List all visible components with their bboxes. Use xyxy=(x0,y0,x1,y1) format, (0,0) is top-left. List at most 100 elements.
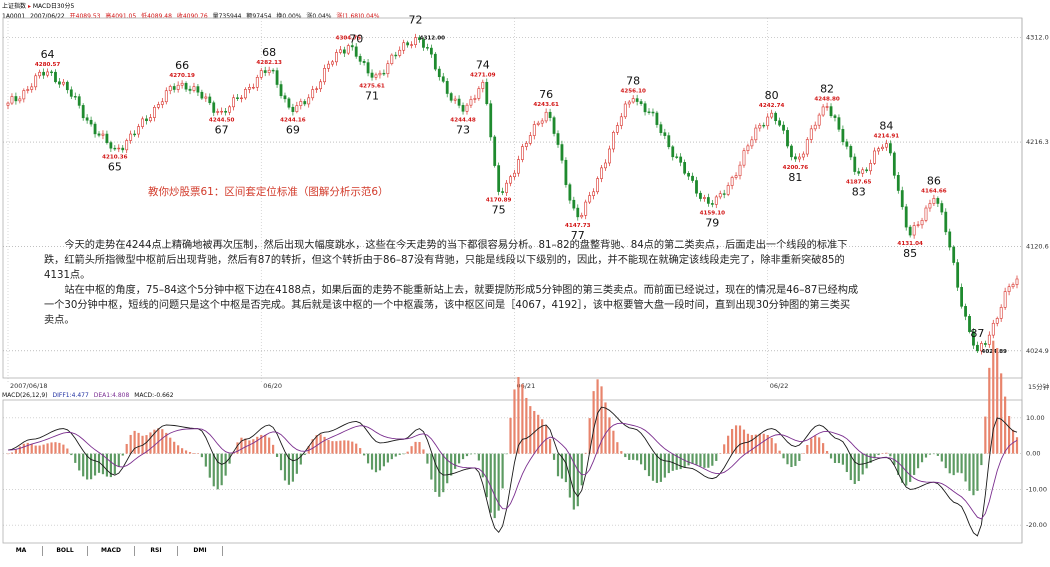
macd-histogram-bar xyxy=(794,453,797,466)
macd-histogram-bar xyxy=(699,453,702,467)
tab-macd[interactable]: MACD xyxy=(88,546,135,556)
volume-label: 量735944 xyxy=(212,13,242,20)
tab-ma[interactable]: MA xyxy=(0,546,43,556)
candle-bar xyxy=(259,70,263,78)
macd-histogram-bar xyxy=(734,425,738,454)
macd-tick-label: -10.00 xyxy=(1026,485,1047,493)
candle-bar xyxy=(323,68,326,83)
candle-bar xyxy=(979,343,983,352)
candle-bar xyxy=(58,81,61,85)
macd-histogram-bar xyxy=(810,438,813,454)
candle-bar xyxy=(54,71,57,83)
candle-bar xyxy=(908,226,912,236)
candle-bar xyxy=(995,318,999,324)
candle-bar xyxy=(497,165,501,192)
quote-line: 1A0001 2007/06/22 开4089.53 高4091.05 低408… xyxy=(2,11,383,20)
macd-histogram-bar xyxy=(889,453,892,457)
candle-bar xyxy=(366,62,370,74)
y-tick-label: 4312.0 xyxy=(1026,34,1049,42)
tab-rsi[interactable]: RSI xyxy=(135,546,178,556)
tab-boll[interactable]: BOLL xyxy=(43,546,88,556)
tab-dmi[interactable]: DMI xyxy=(178,546,223,556)
open-label: 开4089.53 xyxy=(69,13,101,20)
macd-histogram-bar xyxy=(782,453,785,459)
macd-name: MACD(26,12,9) xyxy=(2,392,48,399)
macd-histogram-bar xyxy=(6,453,10,455)
candle-bar xyxy=(113,147,117,150)
candle-bar xyxy=(746,145,750,151)
candle-bar xyxy=(398,49,402,56)
candle-bar xyxy=(631,98,635,103)
macd-histogram-bar xyxy=(359,448,362,454)
candle-bar xyxy=(485,81,489,105)
candle-bar xyxy=(829,106,833,117)
candle-bar xyxy=(247,87,251,90)
candle-bar xyxy=(615,125,619,133)
candle-bar xyxy=(46,71,49,76)
low-label: 低4089.48 xyxy=(141,13,172,20)
macd-histogram-bar xyxy=(272,444,275,454)
candle-bar xyxy=(291,106,295,112)
macd-histogram-bar xyxy=(220,453,223,486)
candle-bar xyxy=(188,88,192,91)
macd-histogram-bar xyxy=(355,443,358,454)
macd-histogram-bar xyxy=(675,453,678,470)
period-corner-label[interactable]: 15分钟 xyxy=(1028,383,1050,391)
candle-bar xyxy=(433,53,437,70)
macd-histogram-bar xyxy=(541,419,544,454)
candle-bar xyxy=(69,89,73,97)
macd-histogram-bar xyxy=(97,453,101,473)
candle-bar xyxy=(105,133,109,143)
macd-histogram-bar xyxy=(465,453,469,457)
candle-bar xyxy=(287,98,291,108)
macd-histogram-bar xyxy=(754,434,757,454)
segment-number-label: 87 xyxy=(970,327,984,340)
candle-bar xyxy=(991,322,995,336)
macd-histogram-bar xyxy=(802,453,805,454)
candle-bar xyxy=(200,91,204,99)
macd-histogram-bar xyxy=(54,442,57,454)
candle-bar xyxy=(358,56,362,62)
candle-bar xyxy=(706,197,710,204)
macd-diff: DIFF1:4.477 xyxy=(52,392,89,399)
candle-bar xyxy=(354,46,358,57)
candle-bar xyxy=(817,114,821,126)
candle-bar xyxy=(517,159,520,174)
candle-bar xyxy=(976,344,979,352)
macd-histogram-bar xyxy=(473,453,477,455)
candle-bar xyxy=(327,63,330,69)
candle-bar xyxy=(699,192,702,199)
candle-bar xyxy=(770,112,774,118)
macd-histogram-bar xyxy=(501,453,504,489)
period-label[interactable]: MACD日30分5 xyxy=(32,3,75,10)
candle-bar xyxy=(232,97,235,108)
candle-bar xyxy=(833,115,837,118)
candle-bar xyxy=(469,99,473,106)
candle-bar xyxy=(307,97,311,105)
macd-histogram-bar xyxy=(196,453,200,454)
candle-bar xyxy=(782,124,785,131)
macd-histogram-bar xyxy=(303,453,306,455)
candle-bar xyxy=(149,117,152,122)
macd-histogram-bar xyxy=(493,453,496,519)
macd-histogram-bar xyxy=(224,453,227,476)
candle-bar xyxy=(374,74,378,78)
macd-histogram-bar xyxy=(319,434,322,454)
macd-histogram-bar xyxy=(386,453,389,463)
index-name[interactable]: 上证指数 xyxy=(2,3,27,10)
candle-bar xyxy=(97,133,101,136)
macd-histogram-bar xyxy=(137,432,140,454)
candle-bar xyxy=(647,111,651,113)
macd-histogram-bar xyxy=(248,440,251,454)
macd-histogram-bar xyxy=(916,453,920,469)
candle-bar xyxy=(536,122,540,125)
segment-number-label: 73 xyxy=(456,123,470,136)
macd-histogram-bar xyxy=(643,453,647,471)
candle-bar xyxy=(501,191,505,193)
candle-bar xyxy=(540,120,544,124)
candle-bar xyxy=(600,167,603,179)
macd-histogram-bar xyxy=(885,452,888,454)
macd-dea: DEA1:4.808 xyxy=(93,392,130,399)
macd-histogram-bar xyxy=(988,367,991,454)
